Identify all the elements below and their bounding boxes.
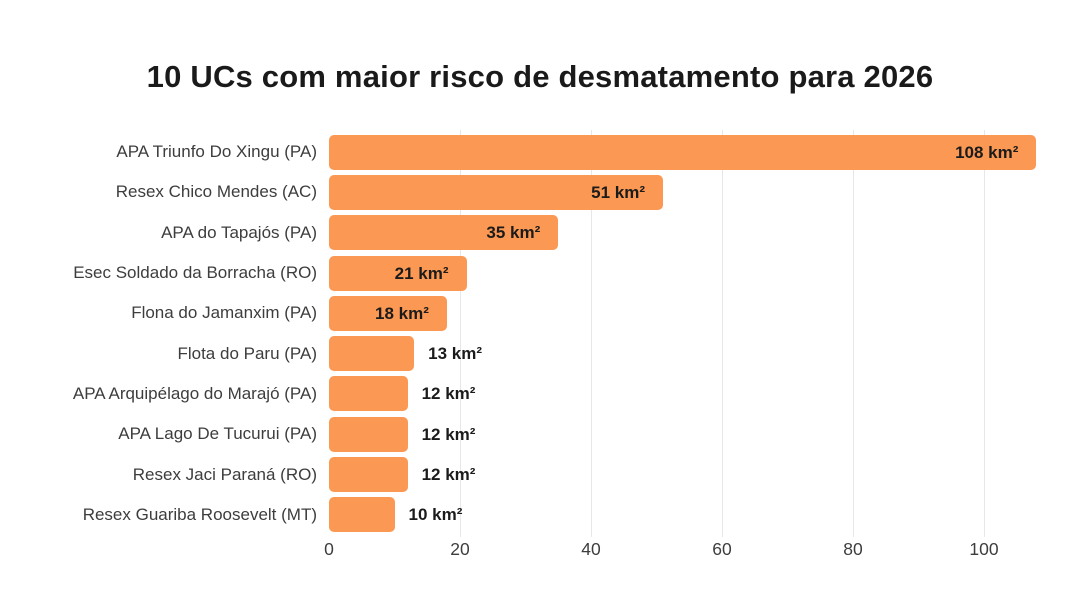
value-label: 108 km²: [955, 142, 1019, 162]
chart-row: APA do Tapajós (PA) 35 km²: [0, 213, 1080, 253]
bar[interactable]: [329, 295, 447, 331]
gridlines: [329, 130, 1080, 537]
bar-track: 10 km²: [329, 497, 1080, 533]
bar-track: 18 km²: [329, 295, 1080, 331]
chart-row: APA Lago De Tucurui (PA) 12 km²: [0, 414, 1080, 454]
category-label: Flona do Jamanxim (PA): [131, 303, 317, 323]
chart-row: Resex Chico Mendes (AC) 51 km²: [0, 172, 1080, 212]
bar[interactable]: [329, 174, 664, 210]
chart-row: Resex Guariba Roosevelt (MT) 10 km²: [0, 495, 1080, 535]
value-label: 10 km²: [408, 505, 463, 525]
bar-track: 12 km²: [329, 376, 1080, 412]
gridline-20: [460, 130, 461, 537]
bar[interactable]: [329, 416, 408, 452]
gridline-60: [722, 130, 723, 537]
value-label: 18 km²: [375, 303, 429, 323]
bar-track: 12 km²: [329, 457, 1080, 493]
x-tick-label-40: 40: [581, 539, 601, 559]
category-label: Resex Chico Mendes (AC): [115, 182, 317, 202]
chart-row: APA Arquipélago do Marajó (PA) 12 km²: [0, 374, 1080, 414]
gridline-40: [591, 130, 592, 537]
bar[interactable]: [329, 376, 408, 412]
category-label: APA Triunfo Do Xingu (PA): [116, 142, 317, 162]
bar-track: 13 km²: [329, 336, 1080, 372]
bar-track: 51 km²: [329, 174, 1080, 210]
x-tick-label-60: 60: [712, 539, 732, 559]
x-tick-label-80: 80: [843, 539, 863, 559]
plot-area: APA Triunfo Do Xingu (PA) 108 km² Resex Ch…: [0, 130, 1080, 570]
category-label: APA Lago De Tucurui (PA): [118, 424, 317, 444]
chart-title: 10 UCs com maior risco de desmatamento p…: [146, 59, 934, 94]
value-label: 21 km²: [394, 263, 449, 283]
chart-rows: APA Triunfo Do Xingu (PA) 108 km² Resex Ch…: [0, 132, 1080, 535]
category-label: Flota do Paru (PA): [177, 343, 317, 363]
bar-track: 12 km²: [329, 416, 1080, 452]
value-label: 35 km²: [486, 223, 541, 243]
chart-row: APA Triunfo Do Xingu (PA) 108 km²: [0, 132, 1080, 172]
category-label: APA do Tapajós (PA): [161, 222, 317, 242]
x-axis: 0 20 40 60 80 100: [324, 539, 1080, 563]
chart-row: Flota do Paru (PA) 13 km²: [0, 333, 1080, 373]
value-label: 12 km²: [421, 424, 476, 444]
bar[interactable]: [329, 457, 408, 493]
category-label: Esec Soldado da Borracha (RO): [73, 263, 317, 283]
bar-track: 108 km²: [329, 134, 1080, 170]
category-label: Resex Guariba Roosevelt (MT): [82, 504, 317, 524]
x-tick-label-20: 20: [450, 539, 470, 559]
chart-row: Flona do Jamanxim (PA) 18 km²: [0, 293, 1080, 333]
bar[interactable]: [329, 497, 395, 533]
x-tick-label-0: 0: [324, 539, 334, 559]
bar[interactable]: [329, 255, 467, 291]
category-label: APA Arquipélago do Marajó (PA): [72, 383, 317, 403]
gridline-100: [984, 130, 985, 537]
value-label: 12 km²: [421, 465, 476, 485]
value-label: 51 km²: [591, 182, 646, 202]
bar-track: 21 km²: [329, 255, 1080, 291]
x-tick-label-100: 100: [969, 539, 999, 559]
value-label: 13 km²: [428, 344, 483, 364]
bar[interactable]: [329, 215, 559, 251]
category-label: Resex Jaci Paraná (RO): [132, 464, 317, 484]
bar[interactable]: [329, 336, 415, 372]
chart-row: Resex Jaci Paraná (RO) 12 km²: [0, 454, 1080, 494]
bar[interactable]: [329, 134, 1037, 170]
chart-row: Esec Soldado da Borracha (RO) 21 km²: [0, 253, 1080, 293]
bar-track: 35 km²: [329, 215, 1080, 251]
value-label: 12 km²: [421, 384, 476, 404]
gridline-80: [853, 130, 854, 537]
